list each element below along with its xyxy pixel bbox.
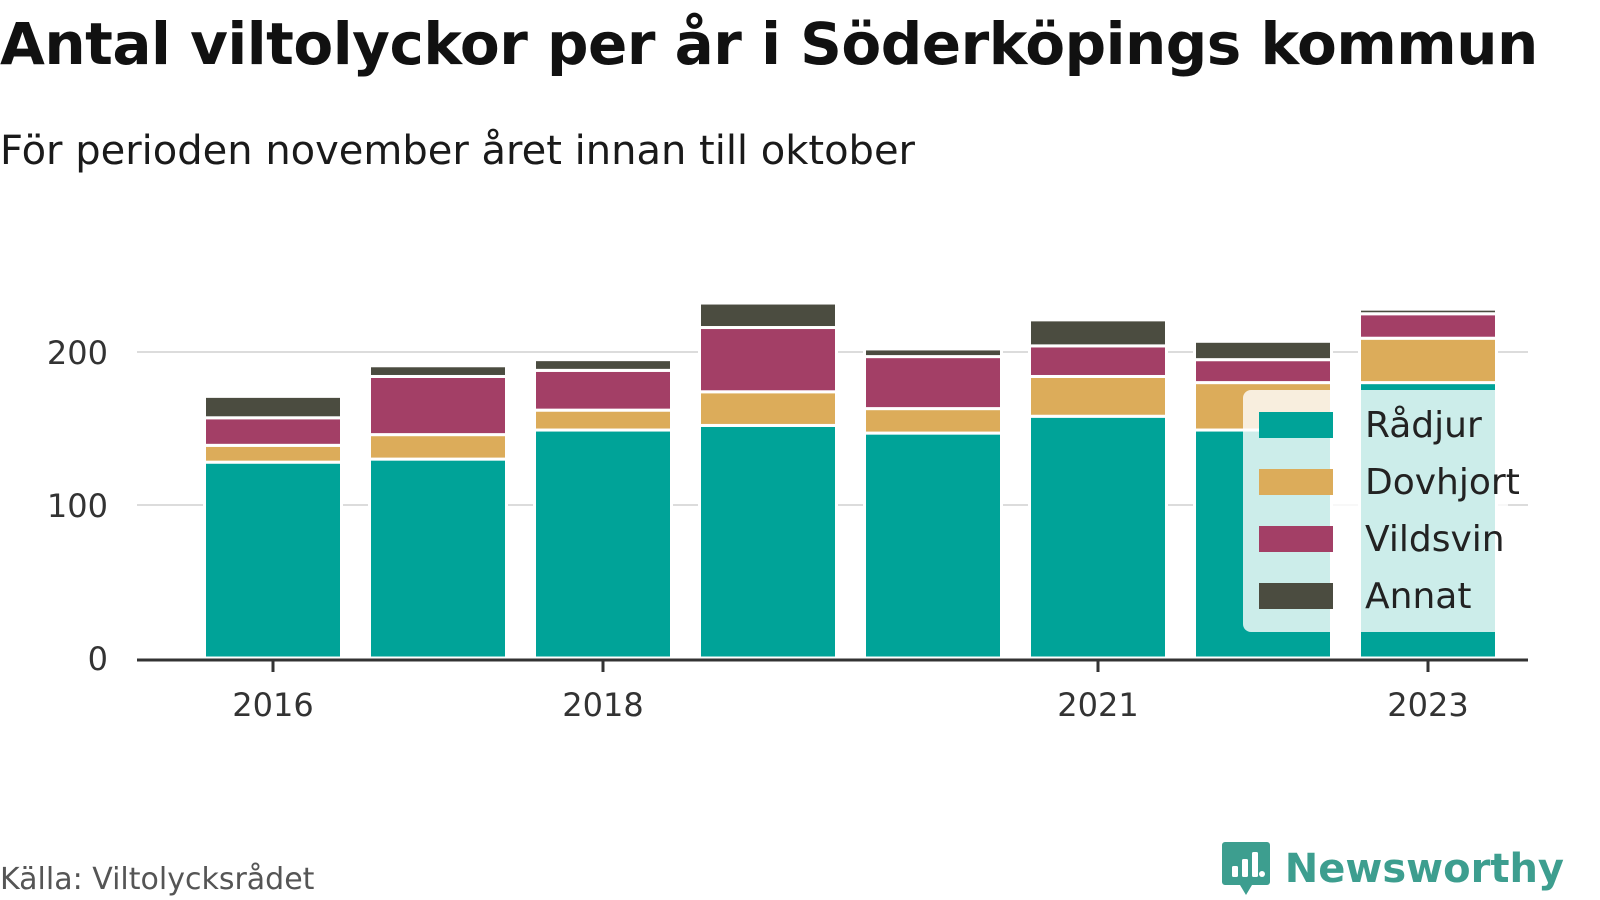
brand[interactable]: Newsworthy (1221, 840, 1564, 898)
legend-item-vildsvin[interactable]: Vildsvin (1259, 519, 1505, 560)
bar-segment-dovhjort (1358, 336, 1498, 385)
bar-segment-annat (203, 394, 343, 420)
bar-segment-dovhjort (698, 390, 838, 427)
brand-name: Newsworthy (1284, 846, 1564, 892)
bar-segment-annat (1358, 307, 1498, 316)
bar-segment-annat (1028, 318, 1168, 348)
bar-segment-annat (863, 347, 1003, 359)
bar-stack-2017 (368, 364, 508, 660)
legend-item-rådjur[interactable]: Rådjur (1259, 405, 1482, 446)
legend-item-annat[interactable]: Annat (1259, 576, 1471, 617)
bar-segment-vildsvin (1358, 312, 1498, 340)
legend-box (1243, 390, 1508, 632)
y-tick-label: 100 (47, 487, 108, 525)
newsworthy-logo-icon (1221, 842, 1270, 895)
bar-segment-rådjur (1028, 414, 1168, 660)
legend-swatch (1259, 412, 1333, 438)
bar-segment-vildsvin (698, 326, 838, 394)
x-tick-label: 2018 (562, 686, 643, 724)
bar-segment-annat (533, 358, 673, 372)
x-tick-label: 2021 (1057, 686, 1138, 724)
legend-label: Vildsvin (1365, 519, 1505, 560)
source-note: Källa: Viltolycksrådet (0, 862, 315, 897)
bar-stack-2021 (1028, 318, 1168, 660)
bar-segment-vildsvin (863, 355, 1003, 411)
bar-segment-vildsvin (203, 416, 343, 447)
bar-segment-dovhjort (863, 407, 1003, 435)
bar-stack-2018 (533, 358, 673, 660)
bar-stack-2019 (698, 301, 838, 660)
x-tick-label: 2023 (1387, 686, 1468, 724)
bar-segment-rådjur (863, 431, 1003, 660)
bar-segment-dovhjort (1028, 374, 1168, 418)
bar-segment-vildsvin (1193, 358, 1333, 385)
legend-label: Dovhjort (1365, 462, 1520, 503)
bar-segment-vildsvin (533, 368, 673, 412)
chart-title: Antal viltolyckor per år i Söderköpings … (0, 10, 1538, 78)
x-tick-label: 2016 (232, 686, 313, 724)
chart-subtitle: För perioden november året innan till ok… (0, 128, 915, 174)
legend-label: Annat (1365, 576, 1471, 617)
legend-item-dovhjort[interactable]: Dovhjort (1259, 462, 1520, 503)
bar-segment-rådjur (533, 428, 673, 660)
axes: 0 100 200 2016 2018 2021 2023 (47, 334, 1528, 724)
bar-segment-dovhjort (533, 408, 673, 432)
bar-stack-2016 (203, 394, 343, 660)
bar-segment-rådjur (203, 460, 343, 660)
legend-swatch (1259, 469, 1333, 495)
bar-segment-rådjur (368, 457, 508, 660)
bar-segment-vildsvin (368, 374, 508, 437)
bar-segment-annat (698, 301, 838, 330)
bar-segment-rådjur (698, 423, 838, 660)
bar-segment-vildsvin (1028, 344, 1168, 378)
legend-swatch (1259, 526, 1333, 552)
bar-segment-dovhjort (203, 443, 343, 464)
legend-label: Rådjur (1365, 405, 1482, 446)
bar-segment-dovhjort (368, 433, 508, 461)
bar-segment-annat (1193, 339, 1333, 362)
y-tick-label: 200 (47, 334, 108, 372)
bar-segment-annat (368, 364, 508, 378)
bars (203, 301, 1498, 660)
y-tick-label: 0 (88, 640, 108, 678)
legend-swatch (1259, 583, 1333, 609)
bar-stack-2020 (863, 347, 1003, 660)
legend: Rådjur Dovhjort Vildsvin Annat (1243, 390, 1520, 632)
